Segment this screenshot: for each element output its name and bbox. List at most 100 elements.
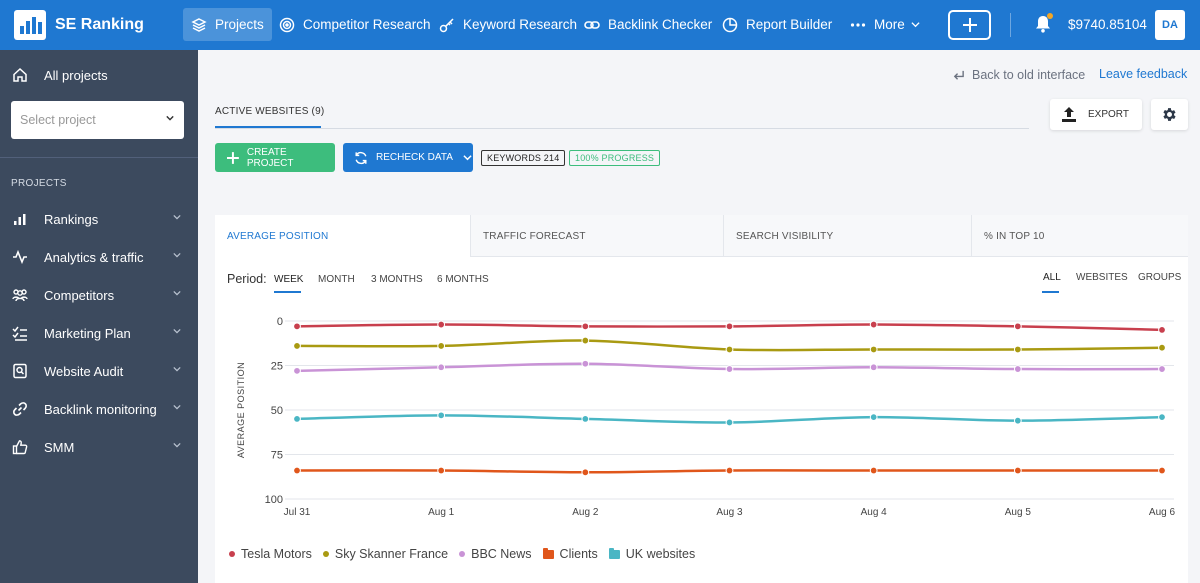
view-websites[interactable]: WEBSITES [1076, 272, 1128, 283]
sidebar-item-website-audit[interactable]: Website Audit [0, 357, 198, 385]
sidebar-item-label: SMM [44, 440, 75, 455]
data-point [1013, 345, 1022, 354]
active-tab-underline [215, 126, 321, 128]
leave-feedback-link[interactable]: Leave feedback [1099, 67, 1188, 81]
data-point [869, 413, 878, 422]
data-point [725, 345, 734, 354]
chevron-down-icon [173, 366, 181, 372]
data-point [581, 415, 590, 423]
view-all[interactable]: ALL [1043, 272, 1061, 283]
data-point [725, 322, 734, 331]
sidebar-item-analytics-traffic[interactable]: Analytics & traffic [0, 243, 198, 271]
user-avatar[interactable]: DA [1155, 10, 1185, 40]
data-point [293, 342, 301, 350]
sidebar: All projects Select project PROJECTS Ran… [0, 50, 198, 583]
brand-logo[interactable]: SE Ranking [14, 10, 144, 40]
legend-label: Sky Skanner France [334, 547, 449, 561]
legend-marker [322, 551, 329, 557]
y-tick-label: 25 [271, 361, 283, 373]
sidebar-item-label: Marketing Plan [44, 326, 131, 341]
nav-backlink-checker-label: Backlink Checker [608, 17, 713, 32]
pulse-icon [13, 249, 27, 265]
data-point [437, 363, 446, 372]
thumbs-up-icon [12, 440, 28, 455]
legend-item-sky-skanner-france[interactable]: Sky Skanner France [322, 547, 449, 561]
tab-average-position[interactable]: AVERAGE POSITION [215, 215, 470, 258]
legend-item-tesla-motors[interactable]: Tesla Motors [229, 547, 312, 561]
series-line [296, 339, 1163, 352]
sidebar-item-label: Analytics & traffic [44, 250, 144, 265]
nav-keyword-research-label: Keyword Research [463, 17, 578, 32]
sidebar-item-marketing-plan[interactable]: Marketing Plan [0, 319, 198, 347]
link-icon [584, 20, 600, 29]
create-project-button[interactable]: CREATE PROJECT [215, 143, 335, 172]
project-select[interactable]: Select project [11, 101, 184, 139]
account-balance[interactable]: $9740.85104 [1068, 17, 1147, 32]
tab-percent-in-top-10[interactable]: % IN TOP 10 [971, 215, 1188, 257]
users-icon [12, 289, 28, 302]
tab-label: TRAFFIC FORECAST [483, 231, 586, 242]
sidebar-item-label: Backlink monitoring [44, 402, 157, 417]
period-month[interactable]: MONTH [318, 274, 355, 285]
folder-icon [542, 547, 554, 559]
chevron-down-icon [911, 22, 920, 28]
legend-item-uk-websites[interactable]: UK websites [608, 547, 695, 561]
nav-backlink-checker[interactable]: Backlink Checker [576, 8, 720, 41]
legend-marker [229, 551, 235, 557]
recheck-data-button[interactable]: RECHECK DATA [343, 143, 473, 172]
notifications-bell-icon[interactable] [1035, 15, 1051, 33]
nav-competitor-research[interactable]: Competitor Research [271, 8, 439, 41]
chevron-down-icon [173, 252, 181, 258]
tab-traffic-forecast[interactable]: TRAFFIC FORECAST [470, 215, 723, 257]
back-to-old-interface-link[interactable]: Back to old interface [952, 68, 1085, 82]
data-point [437, 342, 446, 350]
nav-more[interactable]: More [842, 8, 928, 41]
tab-search-visibility[interactable]: SEARCH VISIBILITY [723, 215, 971, 257]
data-point [1013, 416, 1022, 425]
notification-dot [1047, 13, 1053, 19]
export-button[interactable]: EXPORT [1050, 99, 1142, 130]
top-navigation-bar: SE Ranking Projects Competitor Research … [0, 0, 1200, 50]
period-week[interactable]: WEEK [274, 274, 304, 285]
pie-chart-icon [722, 17, 738, 32]
nav-report-builder-label: Report Builder [746, 17, 833, 32]
layers-icon [191, 17, 207, 32]
tab-label: % IN TOP 10 [984, 231, 1045, 242]
nav-projects[interactable]: Projects [183, 8, 272, 41]
legend-label: BBC News [471, 547, 532, 561]
data-point [1158, 466, 1166, 475]
settings-button[interactable] [1151, 99, 1188, 130]
audit-icon [13, 363, 27, 379]
x-tick-label: Aug 6 [1149, 507, 1176, 518]
data-point [725, 418, 734, 427]
nav-report-builder[interactable]: Report Builder [714, 8, 840, 41]
data-point [869, 466, 878, 475]
data-point [1013, 365, 1022, 373]
project-select-placeholder: Select project [20, 113, 96, 127]
period-3-months[interactable]: 3 MONTHS [371, 274, 423, 285]
period-6-months[interactable]: 6 MONTHS [437, 274, 489, 285]
y-tick-label: 50 [271, 405, 283, 417]
upload-icon [1062, 107, 1076, 122]
legend-item-clients[interactable]: Clients [542, 547, 598, 561]
legend-item-bbc-news[interactable]: BBC News [459, 547, 532, 561]
sidebar-item-smm[interactable]: SMM [0, 433, 198, 461]
sidebar-item-competitors[interactable]: Competitors [0, 281, 198, 309]
chevron-down-icon [173, 290, 181, 296]
view-selected-underline [1042, 291, 1059, 293]
create-project-label: CREATE PROJECT [246, 146, 294, 169]
tab-label: SEARCH VISIBILITY [736, 231, 834, 242]
view-groups[interactable]: GROUPS [1138, 272, 1182, 283]
add-new-button[interactable] [948, 10, 991, 40]
sidebar-all-projects[interactable]: All projects [0, 62, 198, 88]
nav-keyword-research[interactable]: Keyword Research [431, 8, 585, 41]
sidebar-section-title: PROJECTS [11, 178, 67, 189]
chevron-down-icon [173, 404, 181, 410]
tab-bar-line [215, 128, 1029, 129]
sidebar-item-backlink-monitoring[interactable]: Backlink monitoring [0, 395, 198, 423]
data-point [1013, 466, 1022, 475]
sidebar-item-rankings[interactable]: Rankings [0, 205, 198, 233]
nav-projects-label: Projects [215, 17, 264, 32]
data-point [725, 365, 734, 373]
tab-active-websites[interactable]: ACTIVE WEBSITES (9) [215, 106, 325, 117]
